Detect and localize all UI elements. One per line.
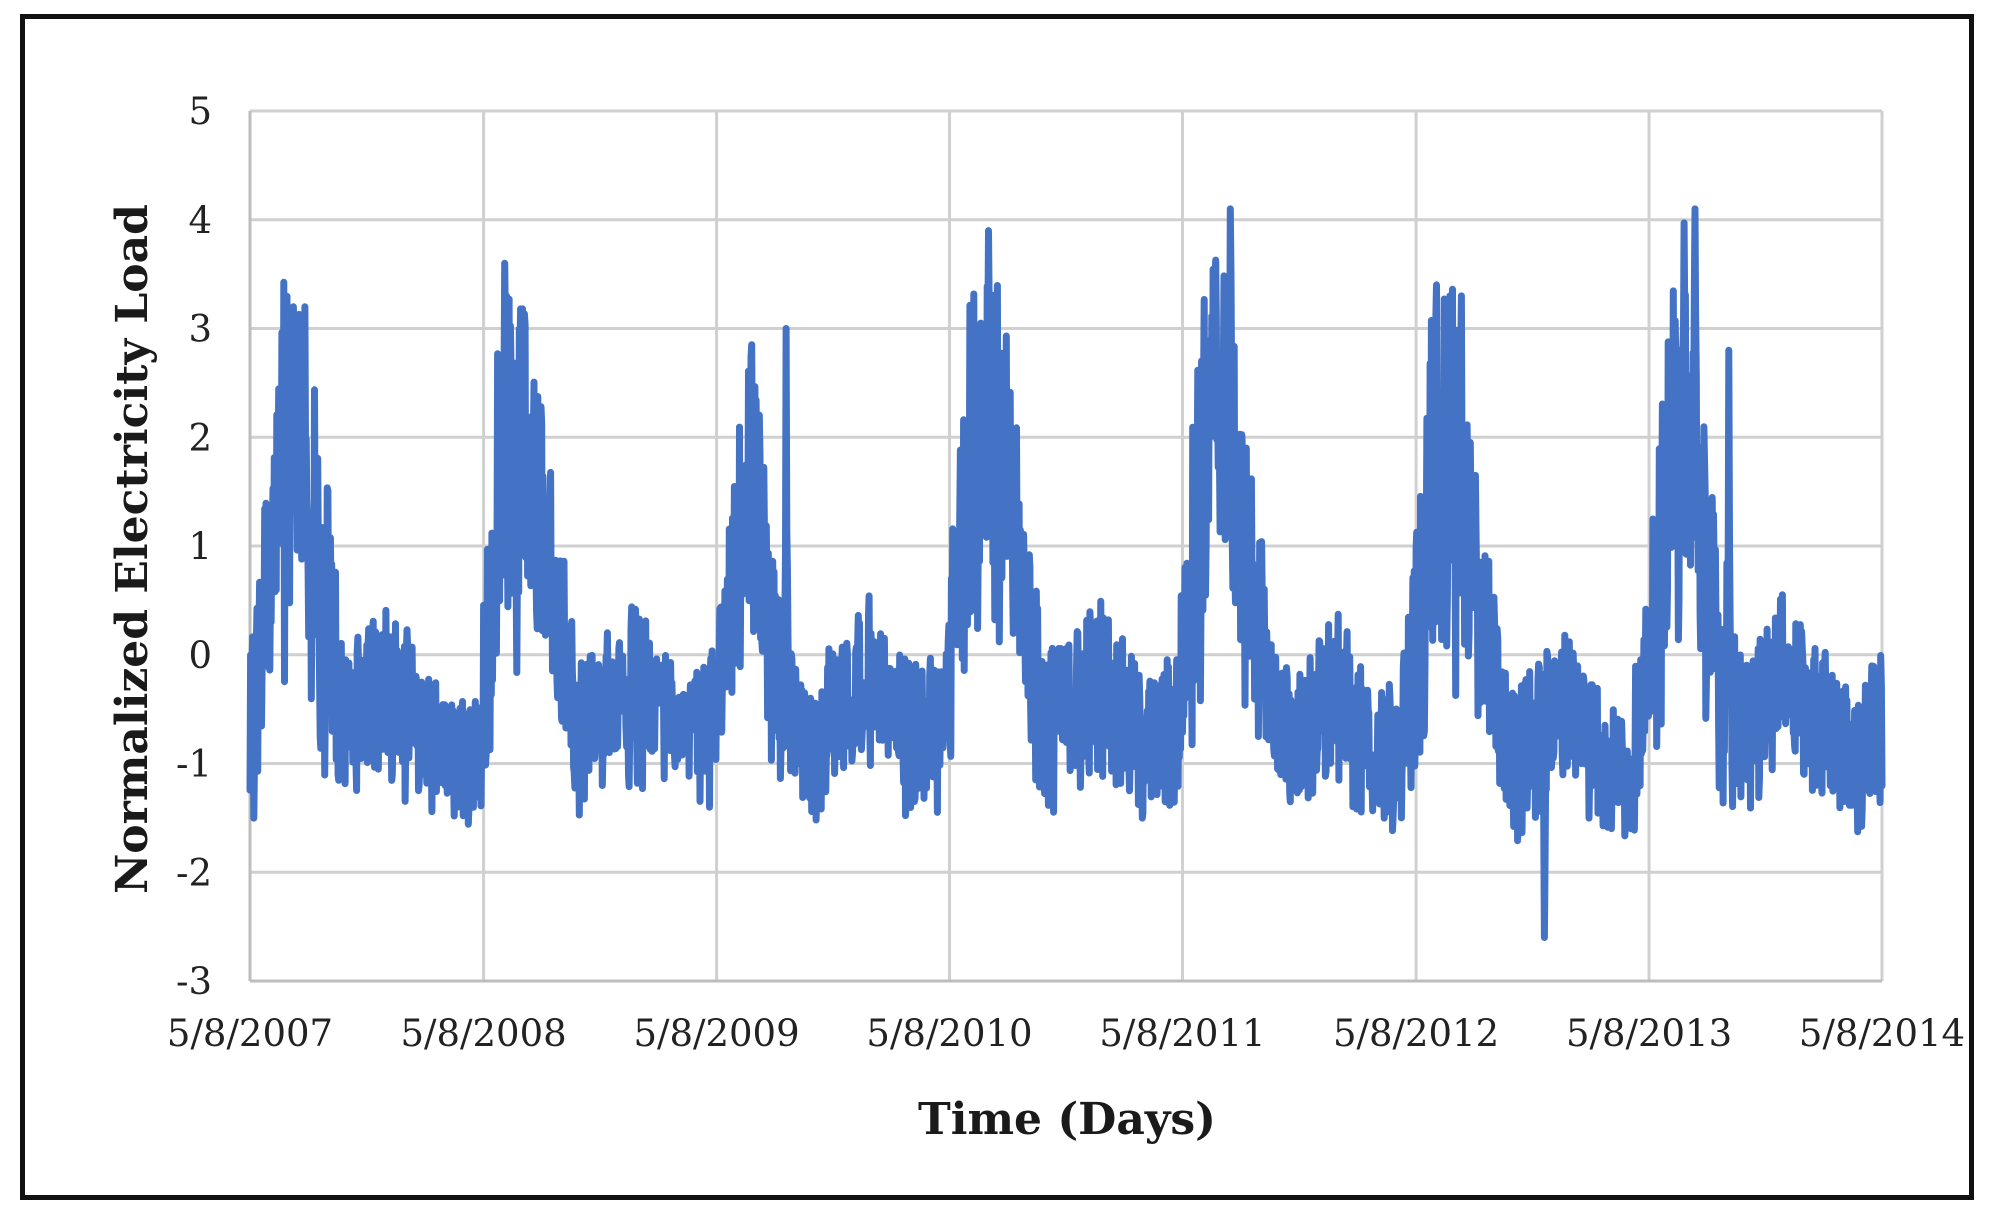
x-tick-label: 5/8/2007 [167,1012,333,1055]
data-point-extreme [1458,292,1465,299]
y-tick-label: -1 [176,743,212,786]
y-tick-label: 2 [188,416,212,459]
x-tick-label: 5/8/2013 [1566,1012,1732,1055]
data-point-extreme [783,325,790,332]
y-axis-ticks: 5 4 3 2 1 0 -1 -2 -3 [176,90,212,1003]
data-point-extreme [1446,292,1453,299]
y-tick-label: -3 [176,960,212,1003]
data-point-extreme [290,303,297,310]
data-point-extreme [1398,814,1405,821]
series-line-electricity-load [246,205,1886,941]
data-point-extreme [520,314,527,321]
y-tick-label: -2 [176,851,212,894]
data-point-extreme [301,303,308,310]
data-point-extreme [985,227,992,234]
data-point-extreme [1541,934,1548,941]
y-tick-label: 0 [188,634,212,677]
series-layer [246,205,1886,941]
data-point-extreme [1725,347,1732,354]
y-tick-label: 4 [188,199,212,242]
x-tick-label: 5/8/2009 [633,1012,799,1055]
x-axis-ticks: 5/8/2007 5/8/2008 5/8/2009 5/8/2010 5/8/2011… [167,1012,1965,1055]
data-point-extreme [1227,205,1234,212]
y-tick-label: 5 [188,90,212,133]
x-tick-label: 5/8/2010 [866,1012,1032,1055]
x-tick-label: 5/8/2008 [401,1012,567,1055]
y-axis-title: Normalized Electricity Load [107,204,158,894]
y-tick-label: 1 [188,525,212,568]
y-tick-label: 3 [188,308,212,351]
x-tick-label: 5/8/2011 [1099,1012,1265,1055]
x-tick-label: 5/8/2012 [1333,1012,1499,1055]
chart-frame: 5 4 3 2 1 0 -1 -2 -3 5/8/2007 5/8/2008 5/8/2009 5/8… [20,14,1974,1200]
data-point-extreme [1691,205,1698,212]
x-tick-label: 5/8/2014 [1799,1012,1965,1055]
data-point-extreme [469,804,476,810]
data-point-extreme [501,260,508,267]
data-point-extreme [1628,825,1635,832]
x-axis-title: Time (Days) [918,1094,1216,1145]
